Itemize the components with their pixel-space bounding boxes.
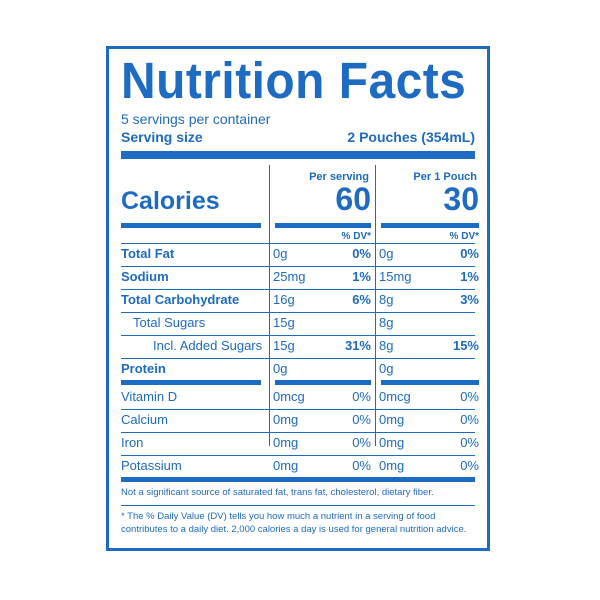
amount-per-serving: 0mg (273, 458, 299, 473)
nutrient-label: Total Sugars (133, 315, 206, 330)
dv-per-pouch: 1% (460, 269, 479, 284)
nutrient-label: Total Fat (121, 246, 175, 261)
vitamin-divider (381, 380, 479, 385)
column-divider (269, 165, 270, 446)
thick-divider (121, 151, 475, 159)
row-divider (121, 266, 475, 267)
row-divider (121, 243, 475, 244)
column-divider (375, 165, 376, 446)
nutrient-label: Potassium (121, 458, 182, 473)
dv-per-serving: 0% (352, 412, 371, 427)
footnote-divider (121, 505, 475, 506)
amount-per-pouch: 8g (379, 338, 394, 353)
dv-per-pouch: 0% (460, 458, 479, 473)
footer-divider (121, 477, 475, 482)
footnote-not-significant: Not a significant source of saturated fa… (121, 487, 434, 498)
dv-header-per-pouch: % DV* (449, 231, 479, 242)
calories-per-serving: 60 (335, 181, 371, 217)
row-divider (121, 358, 475, 359)
nutrient-label: Iron (121, 435, 144, 450)
amount-per-pouch: 15mg (379, 269, 412, 284)
amount-per-serving: 15g (273, 338, 295, 353)
amount-per-pouch: 0mg (379, 458, 405, 473)
dv-per-pouch: 0% (460, 435, 479, 450)
dv-per-serving: 0% (352, 389, 371, 404)
serving-size-value: 2 Pouches (354mL) (347, 129, 475, 145)
row-divider (121, 312, 475, 313)
dv-per-pouch: 0% (460, 412, 479, 427)
amount-per-serving: 0g (273, 361, 288, 376)
amount-per-pouch: 0mcg (379, 389, 411, 404)
dv-per-pouch: 0% (460, 389, 479, 404)
nutrient-label: Incl. Added Sugars (153, 338, 263, 353)
nutrient-label: Protein (121, 361, 166, 376)
amount-per-pouch: 0g (379, 361, 394, 376)
dv-per-serving: 31% (344, 338, 371, 353)
dv-per-serving: 0% (352, 246, 371, 261)
calories-divider (121, 223, 261, 228)
dv-per-serving: 0% (352, 435, 371, 450)
footnote-daily-value: * The % Daily Value (DV) tells you how m… (121, 511, 467, 535)
calories-divider (275, 223, 371, 228)
amount-per-pouch: 8g (379, 315, 394, 330)
amount-per-serving: 16g (273, 292, 295, 307)
amount-per-serving: 15g (273, 315, 295, 330)
column-header-per-serving: Per serving (309, 171, 369, 183)
amount-per-pouch: 0mg (379, 412, 405, 427)
nutrient-label: Sodium (121, 269, 169, 284)
row-divider (121, 455, 475, 456)
calories-label: Calories (121, 187, 220, 215)
row-divider (121, 289, 475, 290)
nutrient-label: Vitamin D (121, 389, 178, 404)
row-divider (121, 409, 475, 410)
calories-divider (381, 223, 479, 228)
amount-per-serving: 0mg (273, 412, 299, 427)
dv-per-serving: 6% (352, 292, 371, 307)
amount-per-serving: 0mg (273, 435, 299, 450)
dv-per-pouch: 3% (460, 292, 479, 307)
serving-size-label: Serving size (121, 129, 203, 145)
dv-per-pouch: 0% (460, 246, 479, 261)
nutrient-label: Total Carbohydrate (121, 292, 240, 307)
servings-per-container: 5 servings per container (121, 111, 271, 127)
vitamin-divider (275, 380, 371, 385)
column-header-per-pouch: Per 1 Pouch (413, 171, 477, 183)
amount-per-pouch: 8g (379, 292, 394, 307)
dv-per-pouch: 15% (452, 338, 479, 353)
dv-per-serving: 1% (352, 269, 371, 284)
amount-per-serving: 0mcg (273, 389, 305, 404)
amount-per-serving: 25mg (273, 269, 306, 284)
nutrient-label: Calcium (121, 412, 168, 427)
calories-per-pouch: 30 (443, 181, 479, 217)
vitamin-divider (121, 380, 261, 385)
row-divider (121, 335, 475, 336)
dv-header-per-serving: % DV* (341, 231, 371, 242)
amount-per-pouch: 0mg (379, 435, 405, 450)
dv-per-serving: 0% (352, 458, 371, 473)
panel-title: Nutrition Facts (121, 52, 467, 109)
amount-per-pouch: 0g (379, 246, 394, 261)
amount-per-serving: 0g (273, 246, 288, 261)
nutrition-facts-panel: Nutrition Facts 5 servings per container… (106, 46, 490, 551)
row-divider (121, 432, 475, 433)
